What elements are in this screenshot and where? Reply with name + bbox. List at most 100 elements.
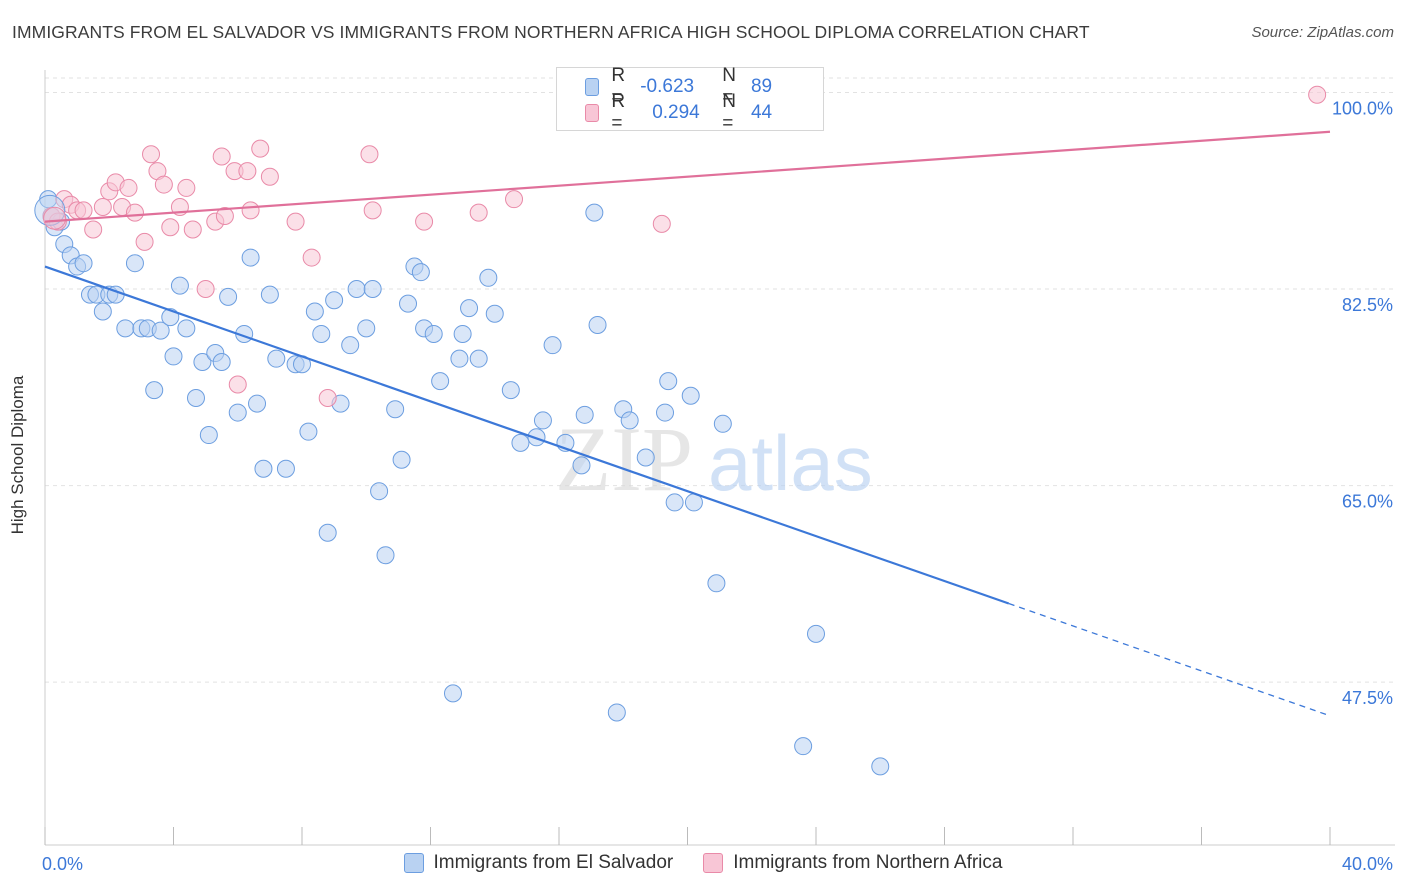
el-salvador-point	[267, 349, 286, 368]
el-salvador-point	[794, 737, 813, 756]
el-salvador-point	[807, 624, 825, 643]
bottom-legend-label: Immigrants from El Salvador	[433, 852, 674, 873]
el-salvador-point	[585, 203, 604, 222]
el-salvador-point	[707, 574, 726, 593]
northern-africa-point	[652, 214, 671, 233]
el-salvador-point	[241, 248, 260, 267]
trend-lines	[44, 130, 1331, 717]
el-salvador-point	[656, 403, 675, 422]
el-salvador-point	[575, 405, 594, 424]
northern-africa-point	[74, 201, 93, 220]
el-salvador-point	[219, 287, 238, 306]
source-label: Source: ZipAtlas.com	[1251, 24, 1394, 41]
bottom-legend: Immigrants from El Salvador Immigrants f…	[0, 852, 1406, 874]
northern-africa-point	[318, 388, 337, 407]
el-salvador-point	[713, 414, 732, 433]
el-salvador-point	[145, 381, 164, 400]
watermark-atlas: atlas	[708, 419, 873, 507]
x-tick-label: 0.0%	[42, 854, 83, 874]
legend-r-label: R =	[611, 65, 626, 108]
el-salvador-point	[386, 400, 405, 419]
northern-africa-point	[154, 175, 173, 194]
legend-r-label: R =	[611, 91, 626, 134]
northern-africa-point-cluster	[43, 206, 67, 230]
el-salvador-point	[665, 493, 684, 512]
el-salvador-point	[276, 459, 295, 478]
el-salvador-point	[376, 546, 395, 565]
northern-africa-point	[196, 280, 215, 299]
legend-row-el-salvador: R = -0.623 N = 89	[585, 65, 823, 108]
el-salvador-point	[511, 433, 530, 452]
el-salvador-point	[125, 254, 144, 273]
el-salvador-point	[370, 482, 389, 501]
legend: R = -0.623 N = 89 R = 0.294 N = 44	[556, 65, 824, 134]
el-salvador-point	[93, 302, 112, 321]
x-tick-label: 40.0%	[1342, 854, 1393, 874]
el-salvador-point	[325, 291, 344, 310]
el-salvador-point	[151, 321, 170, 340]
northern-africa-point	[135, 232, 154, 251]
el-salvador-point	[485, 304, 504, 323]
northern-africa-point	[238, 162, 257, 181]
el-salvador-point	[186, 388, 205, 407]
northern-africa-point	[228, 375, 247, 394]
el-salvador-point	[431, 372, 450, 391]
el-salvador-point	[533, 411, 552, 430]
el-salvador-point	[453, 324, 472, 343]
tick-labels: 47.5% 65.0% 82.5% 100.0% 0.0% 40.0%	[42, 98, 1393, 874]
legend-r-value: 0.294	[652, 102, 700, 123]
data-points	[34, 85, 1327, 776]
el-salvador-point	[199, 426, 218, 445]
bottom-legend-northern-africa: Immigrants from Northern Africa	[703, 852, 1002, 874]
bottom-legend-swatch-northern-africa	[703, 853, 724, 873]
el-salvador-point	[170, 276, 189, 295]
el-salvador-point	[681, 386, 700, 405]
y-tick-label: 82.5%	[1342, 295, 1393, 315]
northern-africa-point	[286, 212, 305, 231]
el-salvador-point	[177, 319, 196, 338]
el-salvador-point	[443, 684, 462, 703]
northern-africa-point	[302, 248, 321, 267]
el-salvador-point	[164, 347, 183, 366]
northern-africa-point	[215, 207, 234, 226]
el-salvador-point	[871, 757, 890, 776]
northern-africa-point	[505, 190, 524, 209]
legend-r-value: -0.623	[640, 76, 695, 97]
legend-n-value: 89	[750, 76, 773, 97]
bottom-legend-el-salvador: Immigrants from El Salvador	[403, 852, 674, 874]
el-salvador-point	[479, 268, 498, 287]
y-axis-label: High School Diploma	[8, 375, 27, 535]
el-salvador-point	[363, 280, 382, 299]
el-salvador-point	[450, 349, 469, 368]
chart-title: IMMIGRANTS FROM EL SALVADOR VS IMMIGRANT…	[12, 22, 1090, 42]
y-tick-label: 100.0%	[1332, 98, 1393, 118]
legend-swatch-el-salvador	[585, 78, 600, 96]
el-salvador-point	[636, 448, 655, 467]
el-salvador-point	[347, 280, 366, 299]
el-salvador-trend-line	[44, 265, 1010, 605]
northern-africa-point	[212, 147, 231, 166]
northern-africa-point	[93, 198, 112, 217]
legend-n-label: N =	[722, 65, 736, 108]
legend-n-value: 44	[750, 102, 773, 123]
el-salvador-point	[588, 315, 607, 334]
el-salvador-point	[299, 422, 318, 441]
el-salvador-point	[620, 411, 639, 430]
el-salvador-point	[572, 456, 591, 475]
el-salvador-point	[469, 349, 488, 368]
el-salvador-point	[607, 703, 626, 722]
el-salvador-point	[411, 263, 430, 282]
el-salvador-point	[341, 336, 360, 355]
legend-swatch-northern-africa	[585, 104, 600, 122]
legend-n-label: N =	[722, 91, 736, 134]
el-salvador-point	[116, 319, 135, 338]
el-salvador-point	[318, 523, 337, 542]
el-salvador-point	[228, 403, 247, 422]
northern-africa-point	[119, 178, 138, 197]
el-salvador-point	[659, 372, 678, 391]
el-salvador-point	[543, 336, 562, 355]
northern-africa-point	[142, 145, 161, 164]
northern-africa-point	[177, 178, 196, 197]
northern-africa-point	[360, 145, 379, 164]
northern-africa-point	[469, 203, 488, 222]
